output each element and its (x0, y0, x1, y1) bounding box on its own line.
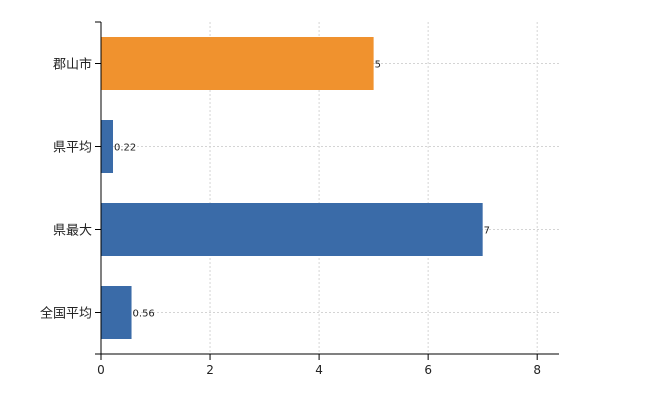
y-tick-label: 全国平均 (40, 306, 92, 322)
bars (101, 37, 483, 339)
data-label: 0.56 (133, 309, 155, 320)
y-tick-label: 県平均 (53, 141, 92, 156)
x-tick-label: 0 (97, 363, 105, 377)
x-tick-label: 6 (424, 363, 432, 377)
bar-2 (101, 120, 113, 173)
data-label: 0.22 (114, 143, 136, 154)
x-tick-label: 2 (206, 363, 214, 377)
y-tick-label: 県最大 (53, 224, 92, 239)
y-tick-label: 郡山市 (53, 57, 92, 73)
x-tick-label: 4 (315, 363, 323, 377)
x-tick-label: 8 (533, 363, 541, 377)
data-label: 7 (484, 226, 490, 237)
bar-1 (101, 37, 374, 90)
bar-3 (101, 203, 483, 256)
bar-4 (101, 286, 132, 339)
data-label: 5 (375, 60, 381, 71)
axes (95, 21, 559, 360)
